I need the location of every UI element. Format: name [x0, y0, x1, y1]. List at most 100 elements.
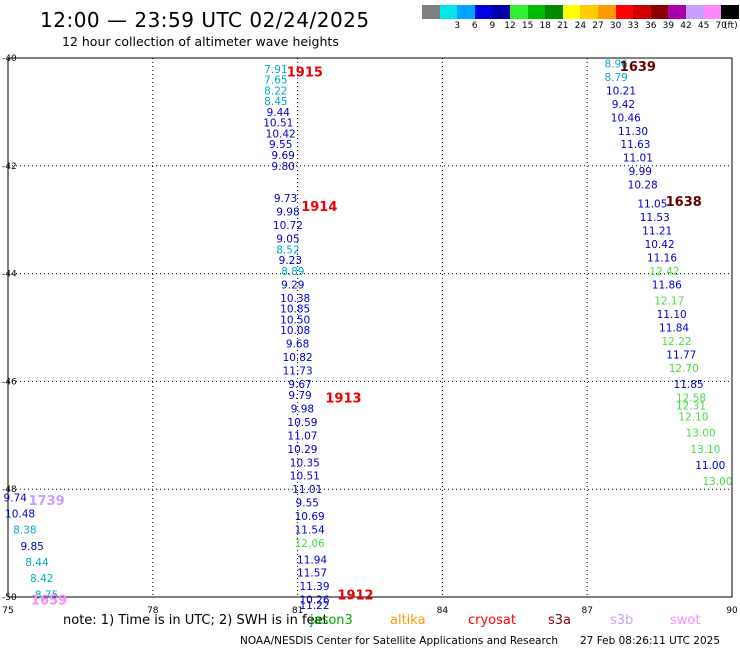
- wave-height-value: 11.85: [674, 379, 704, 391]
- satellite-label: swot: [670, 613, 701, 628]
- wave-height-value: 9.44: [267, 107, 291, 119]
- wave-height-value: 11.54: [295, 525, 325, 537]
- pass-number-label: 1639: [620, 60, 656, 75]
- wave-height-value: 13.00: [702, 476, 732, 488]
- footer-timestamp: 27 Feb 08:26:11 UTC 2025: [580, 635, 720, 647]
- legend-tick-label: 6: [471, 21, 478, 31]
- wave-height-value: 13.10: [690, 444, 720, 456]
- wave-height-value: 11.16: [647, 252, 677, 264]
- wave-height-value: 8.42: [30, 573, 53, 585]
- legend-tick-label: 15: [521, 21, 534, 31]
- legend-tick-label: 3: [454, 21, 461, 31]
- wave-height-value: 9.99: [629, 166, 652, 178]
- legend-swatch: [633, 5, 651, 19]
- legend-unit: (ft): [724, 21, 738, 31]
- wave-height-value: 13.00: [686, 428, 716, 440]
- wave-height-value: 11.05: [637, 199, 667, 211]
- wave-height-value: 10.82: [283, 352, 313, 364]
- wave-height-value: 9.85: [20, 541, 43, 553]
- wave-height-value: 11.84: [659, 323, 689, 335]
- legend-tick-label: 70: [715, 21, 727, 31]
- legend-swatch: [457, 5, 475, 19]
- wave-height-value: 12.22: [661, 336, 691, 348]
- legend-tick-label: 33: [627, 21, 639, 31]
- wave-height-value: 10.50: [280, 314, 310, 326]
- y-tick-label: -44: [2, 270, 17, 280]
- pass-number-label: 1659: [31, 594, 67, 609]
- wave-height-value: 10.85: [280, 304, 310, 316]
- wave-height-value: 10.69: [295, 511, 325, 523]
- wave-height-value: 8.96: [604, 58, 628, 70]
- wave-height-value: 8.22: [264, 85, 287, 97]
- legend-tick-label: 24: [574, 21, 587, 31]
- wave-height-value: 11.22: [299, 600, 329, 612]
- pass-number-label: 1912: [337, 588, 373, 603]
- wave-height-value: 11.30: [618, 126, 648, 138]
- wave-height-value: 10.35: [290, 457, 320, 469]
- pass-number-label: 1638: [666, 195, 702, 210]
- wave-height-value: 10.59: [287, 417, 317, 429]
- legend-tick-label: 18: [539, 21, 551, 31]
- x-tick-label: 87: [581, 606, 592, 616]
- wave-height-value: 9.29: [281, 279, 304, 291]
- wave-height-value: 10.38: [280, 293, 310, 305]
- wave-height-value: 8.38: [13, 525, 36, 537]
- x-tick-label: 75: [2, 606, 13, 616]
- wave-height-value: 12.70: [669, 363, 699, 375]
- wave-height-value: 10.46: [611, 112, 641, 124]
- wave-height-value: 10.28: [628, 180, 658, 192]
- pass-number-label: 1915: [287, 65, 323, 80]
- y-tick-label: -48: [2, 485, 17, 495]
- plot-frame: [7, 57, 733, 598]
- legend-swatch: [474, 5, 493, 19]
- legend-swatch: [668, 5, 686, 19]
- y-tick-label: -42: [2, 162, 17, 172]
- satellite-label: cryosat: [468, 613, 516, 628]
- wave-height-value: 9.79: [288, 390, 311, 402]
- wave-height-value: 9.68: [286, 339, 309, 351]
- wave-height-value: 8.45: [264, 96, 287, 108]
- wave-height-value: 10.42: [266, 128, 296, 140]
- x-tick-label: 81: [292, 606, 303, 616]
- wave-height-value: 10.42: [645, 239, 675, 251]
- pass-number-label: 1914: [301, 200, 337, 215]
- wave-height-value: 8.52: [276, 244, 299, 256]
- wave-height-value: 11.01: [623, 153, 653, 165]
- wave-height-value: 12.10: [678, 411, 708, 423]
- legend-swatch: [492, 5, 510, 19]
- pass-number-label: 1739: [29, 494, 65, 509]
- wave-height-value: 9.98: [276, 207, 299, 219]
- legend-tick-label: 27: [592, 21, 604, 31]
- color-legend: [422, 5, 739, 19]
- pass-number-label: 1913: [325, 392, 361, 407]
- legend-swatch: [650, 5, 669, 19]
- wave-height-value: 12.06: [295, 538, 325, 550]
- x-tick-label: 78: [147, 606, 159, 616]
- wave-height-value: 11.39: [299, 581, 329, 593]
- legend-swatch: [545, 5, 563, 19]
- wave-height-value: 10.48: [5, 508, 35, 520]
- legend-tick-label: 39: [662, 21, 675, 31]
- wave-height-value: 11.63: [620, 139, 650, 151]
- wave-height-value: 8.89: [281, 266, 304, 278]
- wave-height-value: 12.17: [654, 296, 684, 308]
- y-tick-label: -50: [2, 593, 17, 603]
- legend-swatch: [509, 5, 528, 19]
- wave-height-value: 9.98: [291, 403, 314, 415]
- wave-height-value: 11.53: [640, 212, 670, 224]
- y-tick-label: -40: [2, 54, 17, 64]
- wave-height-value: 9.23: [279, 255, 302, 267]
- chart-subtitle: 12 hour collection of altimeter wave hei…: [62, 34, 339, 49]
- wave-height-value: 9.55: [269, 139, 292, 151]
- footer-organization: NOAA/NESDIS Center for Satellite Applica…: [240, 635, 558, 647]
- wave-height-value: 10.21: [606, 85, 636, 97]
- legend-tick-label: 42: [680, 21, 692, 31]
- legend-swatch: [685, 5, 704, 19]
- legend-swatch: [562, 5, 581, 19]
- wave-height-value: 8.75: [35, 589, 58, 601]
- wave-height-value: 10.26: [299, 595, 329, 607]
- wave-height-value: 9.74: [4, 492, 28, 504]
- wave-height-value: 9.80: [271, 161, 294, 173]
- wave-height-value: 11.77: [666, 349, 696, 361]
- legend-swatch: [439, 5, 458, 19]
